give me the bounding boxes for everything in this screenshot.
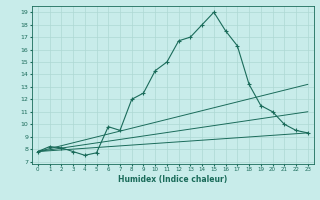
X-axis label: Humidex (Indice chaleur): Humidex (Indice chaleur) [118,175,228,184]
